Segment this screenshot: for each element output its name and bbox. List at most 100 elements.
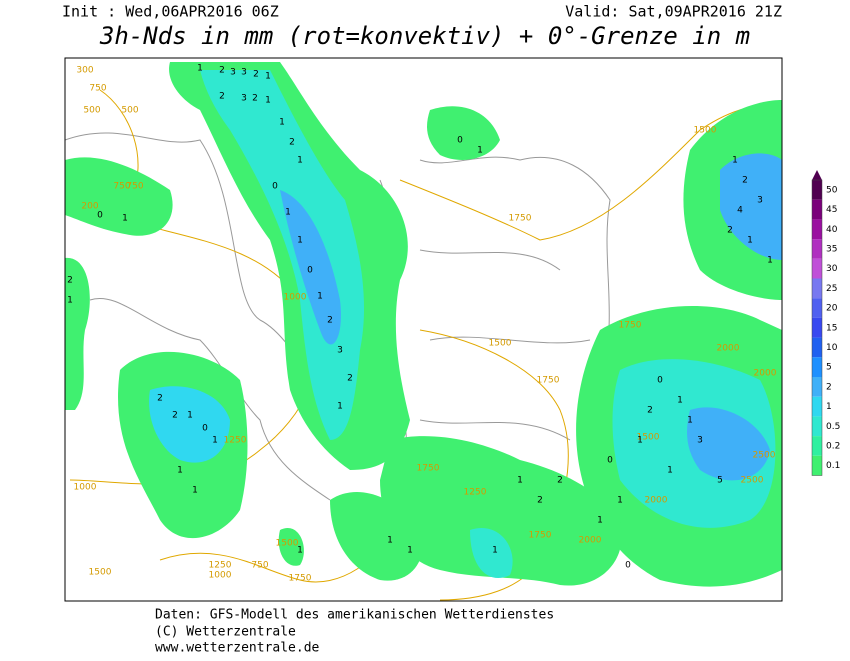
- init-time: Init : Wed,06APR2016 06Z: [62, 3, 279, 21]
- cell-value: 1: [477, 146, 483, 156]
- cell-value: 1: [279, 118, 285, 128]
- cell-value: 0: [607, 456, 613, 466]
- legend-swatch: [812, 337, 822, 358]
- map-title: 3h-Nds in mm (rot=konvektiv) + 0°-Grenze…: [99, 22, 750, 50]
- footer-copyright: (C) Wetterzentrale: [155, 625, 296, 640]
- contour-label: 1000: [284, 293, 307, 303]
- legend-swatch: [812, 199, 822, 220]
- cell-value: 4: [737, 206, 743, 216]
- footer-source: Daten: GFS-Modell des amerikanischen Wet…: [155, 608, 554, 623]
- contour-label: 1750: [417, 464, 440, 474]
- legend-swatch: [812, 219, 822, 240]
- cell-value: 2: [253, 70, 259, 80]
- contour-label: 500: [83, 106, 100, 116]
- cell-value: 1: [407, 546, 413, 556]
- cell-value: 1: [265, 72, 271, 82]
- contour-label: 1500: [637, 433, 660, 443]
- cell-value: 1: [297, 236, 303, 246]
- contour-label: 750: [113, 182, 130, 192]
- contour-label: 1250: [224, 436, 247, 446]
- cell-value: 0: [272, 182, 278, 192]
- legend-label: 25: [826, 284, 837, 294]
- cell-value: 1: [67, 296, 73, 306]
- legend-border: [811, 179, 823, 476]
- legend-label: 30: [826, 264, 838, 274]
- contour-label: 300: [76, 66, 93, 76]
- legend-label: 0.1: [826, 461, 840, 471]
- cell-value: 2: [537, 496, 543, 506]
- cell-value: 2: [219, 66, 225, 76]
- cell-value: 2: [252, 94, 258, 104]
- contour-label: 1500: [489, 339, 512, 349]
- contour-label: 1250: [464, 488, 487, 498]
- contour-label: 1500: [276, 539, 299, 549]
- cell-value: 0: [202, 424, 208, 434]
- cell-value: 2: [67, 276, 73, 286]
- cell-value: 3: [230, 68, 236, 78]
- cell-value: 1: [767, 256, 773, 266]
- contour-label: 2000: [645, 496, 668, 506]
- cell-value: 1: [687, 416, 693, 426]
- cell-value: 1: [187, 411, 193, 421]
- contour-label: 2500: [741, 476, 764, 486]
- contour-label: 1500: [694, 126, 717, 136]
- cell-value: 2: [157, 394, 163, 404]
- cell-value: 3: [757, 196, 763, 206]
- legend-swatch: [812, 298, 822, 318]
- legend-label: 5: [826, 363, 832, 373]
- cell-value: 1: [492, 546, 498, 556]
- legend-swatch: [812, 377, 822, 397]
- cell-value: 0: [457, 136, 463, 146]
- legend-swatch: [812, 396, 822, 417]
- valid-time: Valid: Sat,09APR2016 21Z: [565, 3, 782, 21]
- legend-label: 20: [826, 304, 838, 314]
- legend-label: 15: [826, 323, 837, 333]
- legend-swatch: [812, 180, 822, 200]
- contour-label: 1750: [537, 376, 560, 386]
- cell-value: 3: [697, 436, 703, 446]
- contour-label: 1750: [509, 214, 532, 224]
- contour-label: 1750: [619, 321, 642, 331]
- cell-value: 1: [265, 96, 271, 106]
- legend: 50 45 40 35 30 25 20 15 10 5 2 1 0.5 0.2 0.1: [811, 170, 840, 476]
- contour-label: 2000: [754, 369, 777, 379]
- contour-label: 750: [89, 84, 106, 94]
- legend-swatch: [812, 436, 822, 456]
- contour-label: 1250: [209, 561, 232, 571]
- contour-label: 1500: [89, 568, 112, 578]
- legend-swatch: [812, 239, 822, 259]
- precipitation-areas: [65, 62, 782, 587]
- legend-label: 50: [826, 185, 838, 195]
- contour-label: 750: [126, 182, 143, 192]
- cell-value: 1: [317, 292, 323, 302]
- cell-value: 2: [727, 226, 733, 236]
- legend-swatch: [812, 455, 822, 476]
- cell-value: 1: [517, 476, 523, 486]
- contour-label: 1000: [209, 571, 232, 581]
- cell-value: 1: [177, 466, 183, 476]
- legend-label: 45: [826, 205, 837, 215]
- contour-label: 200: [81, 202, 98, 212]
- contour-label: 2000: [579, 536, 602, 546]
- cell-value: 1: [285, 208, 291, 218]
- cell-value: 3: [241, 68, 247, 78]
- contour-label: 2500: [753, 451, 776, 461]
- legend-swatch: [812, 357, 822, 377]
- cell-value: 1: [297, 546, 303, 556]
- legend-label: 35: [826, 244, 837, 254]
- legend-label: 1: [826, 402, 832, 412]
- cell-value: 1: [732, 156, 738, 166]
- contour-label: 500: [121, 106, 138, 116]
- legend-label: 2: [826, 382, 832, 392]
- cell-value: 0: [625, 561, 631, 571]
- map: 3005007505007502007501000100012501500175…: [64, 57, 783, 602]
- cell-value: 2: [289, 138, 295, 148]
- legend-label: 0.2: [826, 441, 840, 451]
- cell-value: 1: [667, 466, 673, 476]
- cell-value: 3: [241, 94, 247, 104]
- legend-swatch: [812, 317, 822, 338]
- map-frame: [64, 57, 783, 602]
- contour-label: 2000: [717, 344, 740, 354]
